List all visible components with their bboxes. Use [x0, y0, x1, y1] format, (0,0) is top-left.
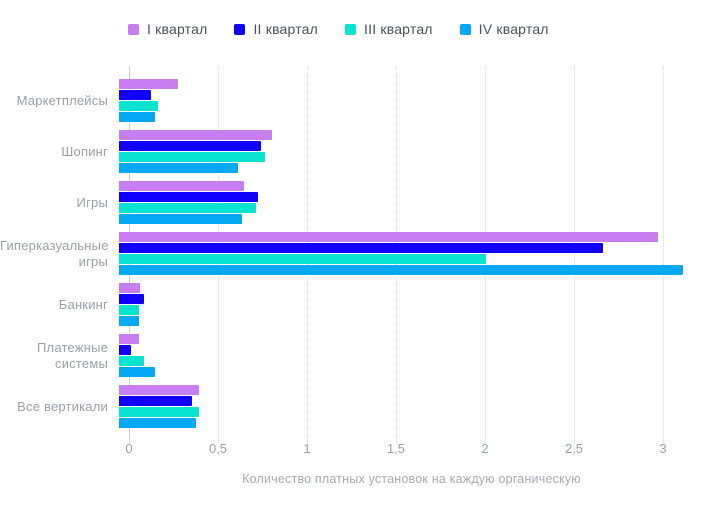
bar-group	[119, 279, 704, 330]
category-row: Банкинг	[0, 279, 714, 330]
bar	[119, 141, 261, 151]
category-label: Маркетплейсы	[16, 92, 108, 108]
legend-swatch-icon	[459, 23, 471, 35]
bar	[119, 243, 603, 253]
bar	[119, 283, 140, 293]
chart-legend: I квартал II квартал III квартал IV квартал	[128, 21, 549, 37]
legend-label: III квартал	[364, 21, 433, 37]
bar	[119, 418, 196, 428]
x-tick-label: 0,5	[208, 441, 228, 456]
bar	[119, 356, 144, 366]
bar	[119, 254, 486, 264]
x-tick-label: 3	[659, 441, 667, 456]
bar	[119, 181, 244, 191]
bar	[119, 192, 258, 202]
category-label: Платежные системы	[36, 339, 108, 371]
bar	[119, 130, 272, 140]
x-axis-title: Количество платных установок на каждую о…	[242, 472, 581, 486]
legend-swatch-icon	[128, 23, 139, 35]
gridline-x-3	[663, 66, 664, 443]
bar	[119, 112, 155, 122]
legend-item-2: II квартал	[234, 21, 318, 37]
category-row: Все вертикали	[0, 381, 714, 432]
bar	[119, 385, 199, 395]
x-tick-label: 1,5	[386, 441, 406, 456]
legend-label: IV квартал	[478, 21, 549, 37]
x-tick-label: 2,5	[564, 441, 584, 456]
x-tick-label: 2	[481, 441, 489, 456]
category-row: Маркетплейсы	[0, 75, 714, 126]
bar-group	[119, 177, 704, 228]
bar	[119, 345, 131, 355]
bar	[119, 214, 242, 224]
category-label: Все вертикали	[17, 398, 108, 414]
x-tick-label: 1	[303, 441, 311, 456]
x-axis-ticks: 0 0,5 1 1,5 2 2,5 3	[0, 441, 714, 457]
bar-rows: Маркетплейсы Шопинг Игры Гиперказуальные иг…	[0, 75, 714, 432]
bar-group	[119, 75, 704, 126]
category-label: Банкинг	[58, 296, 108, 312]
bar	[119, 265, 683, 275]
bar	[119, 334, 139, 344]
category-row: Шопинг	[0, 126, 714, 177]
bar	[119, 407, 199, 417]
bar	[119, 232, 658, 242]
bar	[119, 101, 158, 111]
bar	[119, 79, 178, 89]
legend-item-4: IV квартал	[459, 21, 549, 37]
legend-item-1: I квартал	[128, 21, 207, 37]
gridline-x-2.5	[574, 66, 575, 443]
bar	[119, 305, 139, 315]
bar	[119, 203, 256, 213]
bar-group	[119, 228, 704, 279]
legend-label: II квартал	[253, 21, 319, 37]
bar-group	[119, 381, 704, 432]
legend-swatch-icon	[345, 23, 357, 35]
legend-item-3: III квартал	[345, 21, 433, 37]
bar	[119, 163, 238, 173]
legend-swatch-icon	[234, 23, 246, 35]
bar	[119, 367, 155, 377]
bar	[119, 90, 151, 100]
bar	[119, 316, 139, 326]
bar-group	[119, 126, 704, 177]
bar	[119, 396, 192, 406]
category-row: Гиперказуальные игры	[0, 228, 714, 279]
x-tick-label: 0	[125, 441, 133, 456]
category-label: Игры	[76, 194, 108, 210]
bar	[119, 152, 265, 162]
legend-label: I квартал	[147, 21, 208, 37]
category-row: Платежные системы	[0, 330, 714, 381]
bar-group	[119, 330, 704, 381]
category-label: Шопинг	[61, 143, 108, 159]
category-label: Гиперказуальные игры	[0, 237, 109, 269]
bar	[119, 294, 144, 304]
category-row: Игры	[0, 177, 714, 228]
